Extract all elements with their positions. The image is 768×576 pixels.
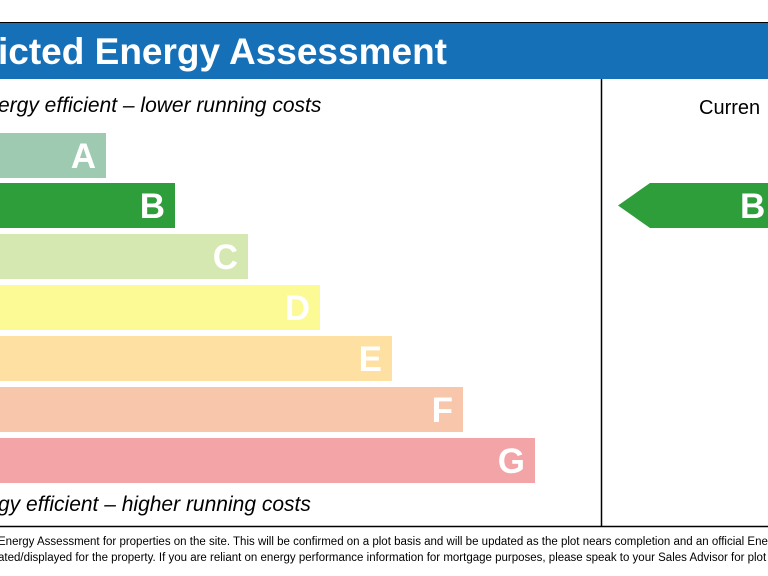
title: icted Energy Assessment	[0, 31, 447, 72]
band-letter: E	[359, 340, 382, 379]
header-bar	[0, 22, 768, 79]
footer-line: Energy Assessment for properties on the …	[0, 536, 768, 548]
rating-band	[0, 234, 248, 279]
current-arrow	[618, 183, 768, 228]
band-letter: D	[285, 289, 310, 328]
bottom-note: gy efficient – higher running costs	[0, 493, 311, 516]
rating-band	[0, 336, 392, 381]
band-letter: B	[140, 187, 165, 226]
rating-band	[0, 387, 463, 432]
rating-band	[0, 438, 535, 483]
top-note: ergy efficient – lower running costs	[0, 94, 322, 117]
rating-band	[0, 133, 106, 178]
rating-band	[0, 183, 175, 228]
band-letter: F	[432, 391, 453, 430]
current-rating: B	[740, 187, 765, 226]
band-letter: C	[213, 238, 238, 277]
footer-line: ated/displayed for the property. If you …	[0, 552, 768, 564]
rating-band	[0, 285, 320, 330]
column-heading: Curren	[699, 97, 760, 119]
band-letter: G	[498, 442, 525, 481]
band-letter: A	[71, 137, 96, 176]
